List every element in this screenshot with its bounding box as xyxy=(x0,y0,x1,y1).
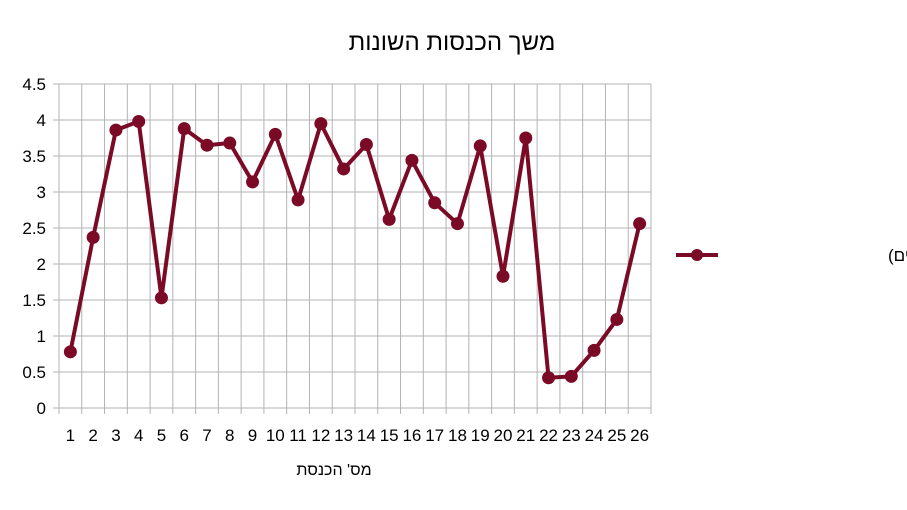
x-tick-label: 21 xyxy=(516,426,535,445)
data-point xyxy=(428,196,442,210)
y-tick-label: 3 xyxy=(37,183,46,202)
x-tick-label: 2 xyxy=(88,426,97,445)
x-tick-labels: 1 2 3 4 5 6 7 8 9 10 11 12 13 14 15 16 17 18 19 20 21 22 23 24 2… xyxy=(66,426,649,445)
data-point xyxy=(610,312,624,326)
x-tick-label: 4 xyxy=(134,426,143,445)
y-tick-label: 2.5 xyxy=(22,219,46,238)
y-tick-labels: 0 0.5 1 1.5 2 2.5 3 3.5 4 4.5 xyxy=(22,75,46,418)
x-tick-label: 22 xyxy=(539,426,558,445)
x-tick-label: 5 xyxy=(157,426,166,445)
data-point xyxy=(587,343,601,357)
x-tick-label: 25 xyxy=(607,426,626,445)
axes xyxy=(53,83,652,414)
x-tick-label: 20 xyxy=(494,426,513,445)
data-point xyxy=(63,345,77,359)
x-tick-label: 19 xyxy=(471,426,490,445)
series xyxy=(63,114,647,385)
x-tick-label: 9 xyxy=(248,426,257,445)
data-point xyxy=(496,269,510,283)
data-point xyxy=(314,117,328,131)
x-tick-label: 18 xyxy=(448,426,467,445)
x-tick-label: 10 xyxy=(266,426,285,445)
chart-title: משך הכנסות השונות xyxy=(349,29,556,56)
y-tick-label: 3.5 xyxy=(22,147,46,166)
y-tick-label: 0 xyxy=(37,399,46,418)
x-tick-label: 3 xyxy=(111,426,120,445)
data-point xyxy=(86,230,100,244)
x-tick-label: 11 xyxy=(289,426,307,445)
x-tick-label: 7 xyxy=(202,426,211,445)
data-point xyxy=(405,153,419,167)
data-point xyxy=(633,217,647,231)
data-point xyxy=(154,291,168,305)
y-tick-label: 4 xyxy=(37,111,46,130)
data-point xyxy=(132,114,146,128)
data-point xyxy=(473,139,487,153)
data-point xyxy=(519,131,533,145)
data-point xyxy=(542,371,556,385)
data-point xyxy=(564,369,578,383)
x-tick-label: 24 xyxy=(585,426,604,445)
data-point xyxy=(382,212,396,226)
x-tick-label: 6 xyxy=(179,426,188,445)
x-tick-label: 17 xyxy=(425,426,444,445)
y-tick-label: 0.5 xyxy=(22,363,46,382)
data-point xyxy=(177,122,191,136)
x-axis-title: מס' הכנסת xyxy=(296,462,371,479)
y-tick-label: 2 xyxy=(37,255,46,274)
data-point xyxy=(359,137,373,151)
data-point xyxy=(109,123,123,137)
data-point xyxy=(200,138,214,152)
gridlines xyxy=(59,83,651,408)
x-tick-label: 23 xyxy=(562,426,581,445)
x-tick-label: 16 xyxy=(402,426,421,445)
x-tick-label: 1 xyxy=(66,426,75,445)
x-tick-label: 13 xyxy=(334,426,353,445)
y-tick-label: 1 xyxy=(37,327,46,346)
legend: משך הכנסת (שנים) xyxy=(676,246,907,265)
data-point xyxy=(291,193,305,207)
x-tick-label: 14 xyxy=(357,426,376,445)
x-tick-label: 26 xyxy=(630,426,649,445)
y-tick-label: 1.5 xyxy=(22,291,46,310)
legend-marker-swatch xyxy=(691,249,703,261)
series-line xyxy=(68,119,642,380)
y-tick-label: 4.5 xyxy=(22,75,46,94)
legend-label: משך הכנסת (שנים) xyxy=(888,246,907,265)
data-point xyxy=(246,175,260,189)
data-point xyxy=(450,217,464,231)
data-point xyxy=(223,136,237,150)
x-tick-label: 12 xyxy=(311,426,330,445)
x-tick-label: 15 xyxy=(380,426,399,445)
data-point xyxy=(268,127,282,141)
x-tick-label: 8 xyxy=(225,426,234,445)
data-point xyxy=(337,162,351,176)
